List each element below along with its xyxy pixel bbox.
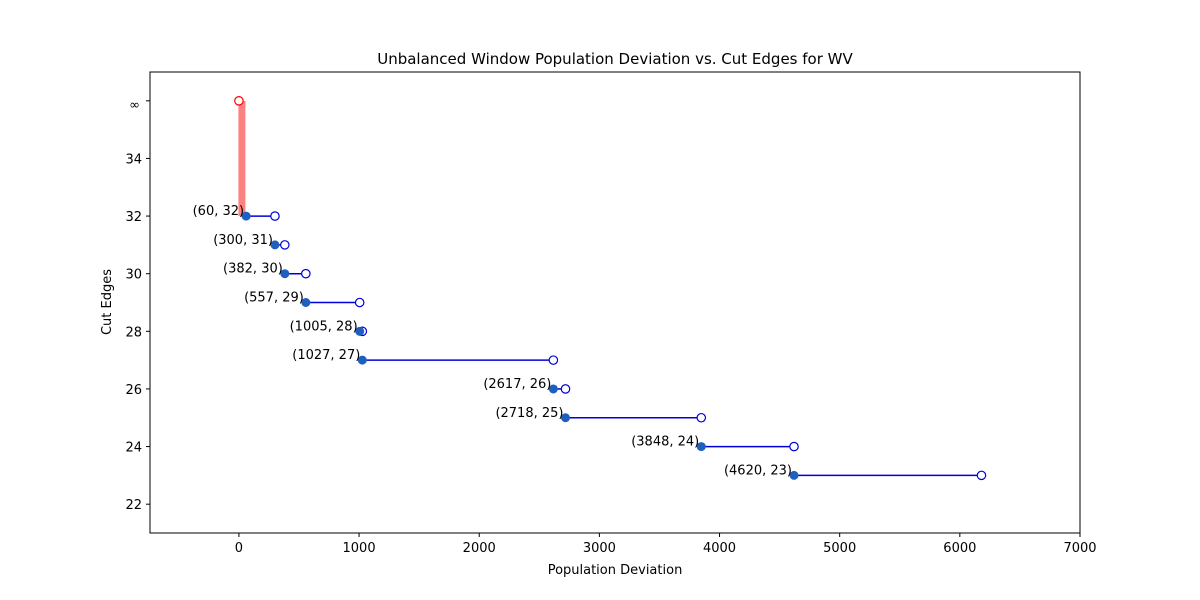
data-point-0 bbox=[241, 211, 251, 221]
y-tick-label-5: 32 bbox=[125, 210, 142, 225]
open-marker-5 bbox=[548, 355, 559, 365]
y-tick-label-4: 30 bbox=[125, 268, 142, 283]
x-tick-label-0: 0 bbox=[235, 541, 243, 556]
point-label-8: (3848, 24) bbox=[631, 435, 699, 450]
open-marker-0 bbox=[270, 211, 280, 221]
y-tick-label-1: 24 bbox=[125, 441, 142, 456]
x-tick-label-5: 5000 bbox=[823, 541, 856, 556]
open-marker-2 bbox=[301, 268, 311, 279]
open-marker-9 bbox=[976, 470, 987, 481]
point-label-1: (300, 31) bbox=[213, 233, 273, 248]
point-label-6: (2617, 26) bbox=[483, 377, 551, 392]
plot-area: (60, 32) (300, 31) (382, 30) (557, 29) (1005… bbox=[193, 96, 987, 481]
point-label-0: (60, 32) bbox=[193, 204, 245, 219]
y-tick-label-3: 28 bbox=[125, 325, 142, 340]
y-tick-label-2: 26 bbox=[125, 383, 142, 398]
data-point-9 bbox=[789, 470, 799, 480]
x-tick-label-1: 1000 bbox=[343, 541, 376, 556]
open-marker-8 bbox=[789, 441, 799, 452]
axis-ticks: 0 1000 2000 3000 4000 5000 6000 7000 22 24 26 28 30 3… bbox=[125, 98, 1096, 556]
point-label-4: (1005, 28) bbox=[290, 319, 358, 334]
data-point-5 bbox=[357, 355, 367, 365]
data-point-2 bbox=[280, 269, 290, 279]
plot-frame bbox=[149, 71, 1081, 534]
data-point-4 bbox=[355, 326, 365, 336]
point-label-3: (557, 29) bbox=[244, 291, 304, 306]
infinity-point bbox=[234, 96, 244, 106]
y-axis-label: Cut Edges bbox=[100, 269, 115, 335]
data-point-3 bbox=[301, 298, 311, 307]
data-point-1 bbox=[270, 240, 280, 250]
open-marker-1 bbox=[280, 240, 290, 250]
open-marker-3 bbox=[354, 297, 365, 308]
point-label-9: (4620, 23) bbox=[724, 463, 792, 478]
open-marker-7 bbox=[696, 412, 707, 423]
point-label-5: (1027, 27) bbox=[292, 348, 360, 363]
y-tick-label-6: 34 bbox=[125, 152, 142, 167]
point-label-7: (2718, 25) bbox=[495, 406, 563, 421]
data-point-7 bbox=[560, 413, 570, 423]
x-tick-label-4: 4000 bbox=[703, 541, 736, 556]
y-tick-label-infinity: ∞ bbox=[129, 98, 140, 113]
x-tick-label-7: 7000 bbox=[1063, 541, 1096, 556]
point-label-2: (382, 30) bbox=[223, 262, 283, 277]
open-marker-6 bbox=[560, 384, 571, 394]
x-tick-label-2: 2000 bbox=[463, 541, 496, 556]
x-tick-label-6: 6000 bbox=[943, 541, 976, 556]
y-tick-label-0: 22 bbox=[125, 498, 142, 513]
data-point-6 bbox=[548, 384, 558, 394]
chart-title: Unbalanced Window Population Deviation v… bbox=[377, 50, 853, 68]
x-axis-label: Population Deviation bbox=[548, 563, 683, 578]
data-point-8 bbox=[696, 442, 706, 452]
x-tick-label-3: 3000 bbox=[583, 541, 616, 556]
